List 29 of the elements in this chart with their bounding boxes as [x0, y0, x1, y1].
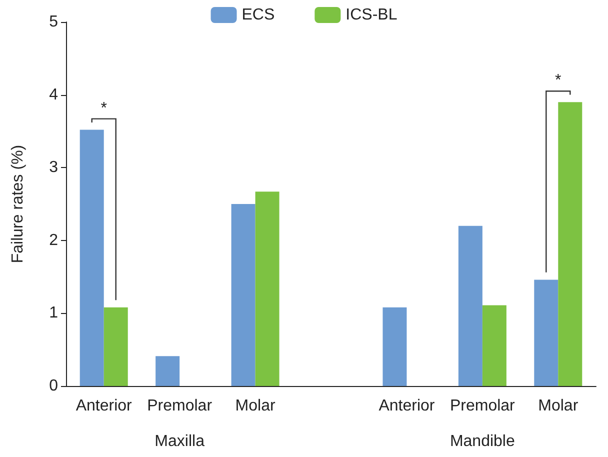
x-tick-label: Anterior	[76, 398, 133, 414]
annotation: *	[100, 100, 107, 117]
annotation: *	[555, 72, 562, 90]
legend-label: ICS-BL	[346, 6, 398, 24]
bar	[558, 102, 582, 386]
y-tick-label: 4	[49, 86, 58, 104]
y-tick-label: 1	[49, 304, 58, 322]
bar	[80, 130, 104, 386]
legend-label: ECS	[242, 6, 275, 24]
bar	[458, 226, 482, 386]
x-tick-label: Anterior	[378, 398, 436, 414]
bar	[382, 307, 407, 386]
bar	[255, 192, 280, 386]
y-tick-label: 3	[49, 159, 58, 176]
x-tick-label: Premolar	[147, 398, 213, 414]
y-axis-title: Failure rates (%)	[10, 144, 26, 264]
bar	[156, 356, 180, 386]
x-tick-label: Molar	[235, 398, 276, 414]
bar	[231, 204, 256, 386]
y-tick-label: 2	[49, 232, 58, 249]
y-tick-label: 0	[49, 378, 58, 394]
x-tick-label: Premolar	[450, 398, 516, 414]
x-tick-label: Molar	[538, 398, 579, 414]
text: Mandible	[450, 433, 515, 450]
bar	[104, 307, 128, 386]
y-tick-label: 5	[49, 14, 58, 30]
bar	[482, 305, 506, 386]
bar	[534, 280, 558, 386]
text: Maxilla	[154, 433, 205, 450]
